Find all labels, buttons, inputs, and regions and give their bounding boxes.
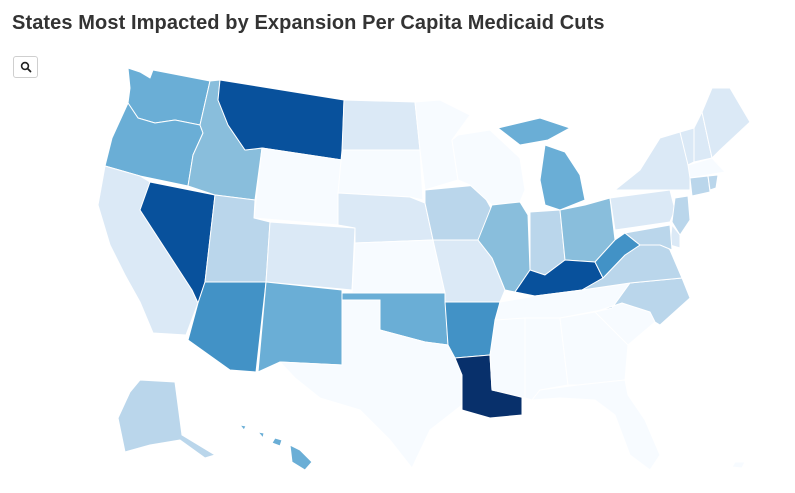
state-fl[interactable] bbox=[531, 379, 661, 471]
state-wy[interactable] bbox=[253, 147, 343, 226]
page-title: States Most Impacted by Expansion Per Ca… bbox=[12, 12, 605, 34]
state-sd[interactable] bbox=[337, 149, 424, 201]
state-ma[interactable] bbox=[687, 157, 726, 179]
state-pa[interactable] bbox=[609, 189, 676, 231]
state-wa[interactable] bbox=[127, 67, 211, 126]
state-ak[interactable] bbox=[117, 379, 216, 459]
state-ks[interactable] bbox=[351, 239, 446, 294]
state-md[interactable] bbox=[624, 224, 673, 251]
state-ct[interactable] bbox=[689, 175, 711, 197]
state-fl-keys bbox=[731, 461, 746, 469]
state-nj[interactable] bbox=[671, 195, 691, 236]
search-button[interactable] bbox=[13, 56, 38, 78]
state-ny[interactable] bbox=[614, 131, 691, 191]
state-nd[interactable] bbox=[341, 99, 421, 151]
search-icon bbox=[20, 61, 31, 73]
state-ms[interactable] bbox=[489, 317, 526, 399]
state-mi[interactable] bbox=[497, 117, 586, 211]
state-co[interactable] bbox=[265, 221, 356, 291]
state-nm[interactable] bbox=[257, 281, 343, 373]
state-ri[interactable] bbox=[707, 174, 719, 191]
state-hi[interactable] bbox=[239, 424, 313, 471]
state-tx[interactable] bbox=[279, 299, 463, 469]
